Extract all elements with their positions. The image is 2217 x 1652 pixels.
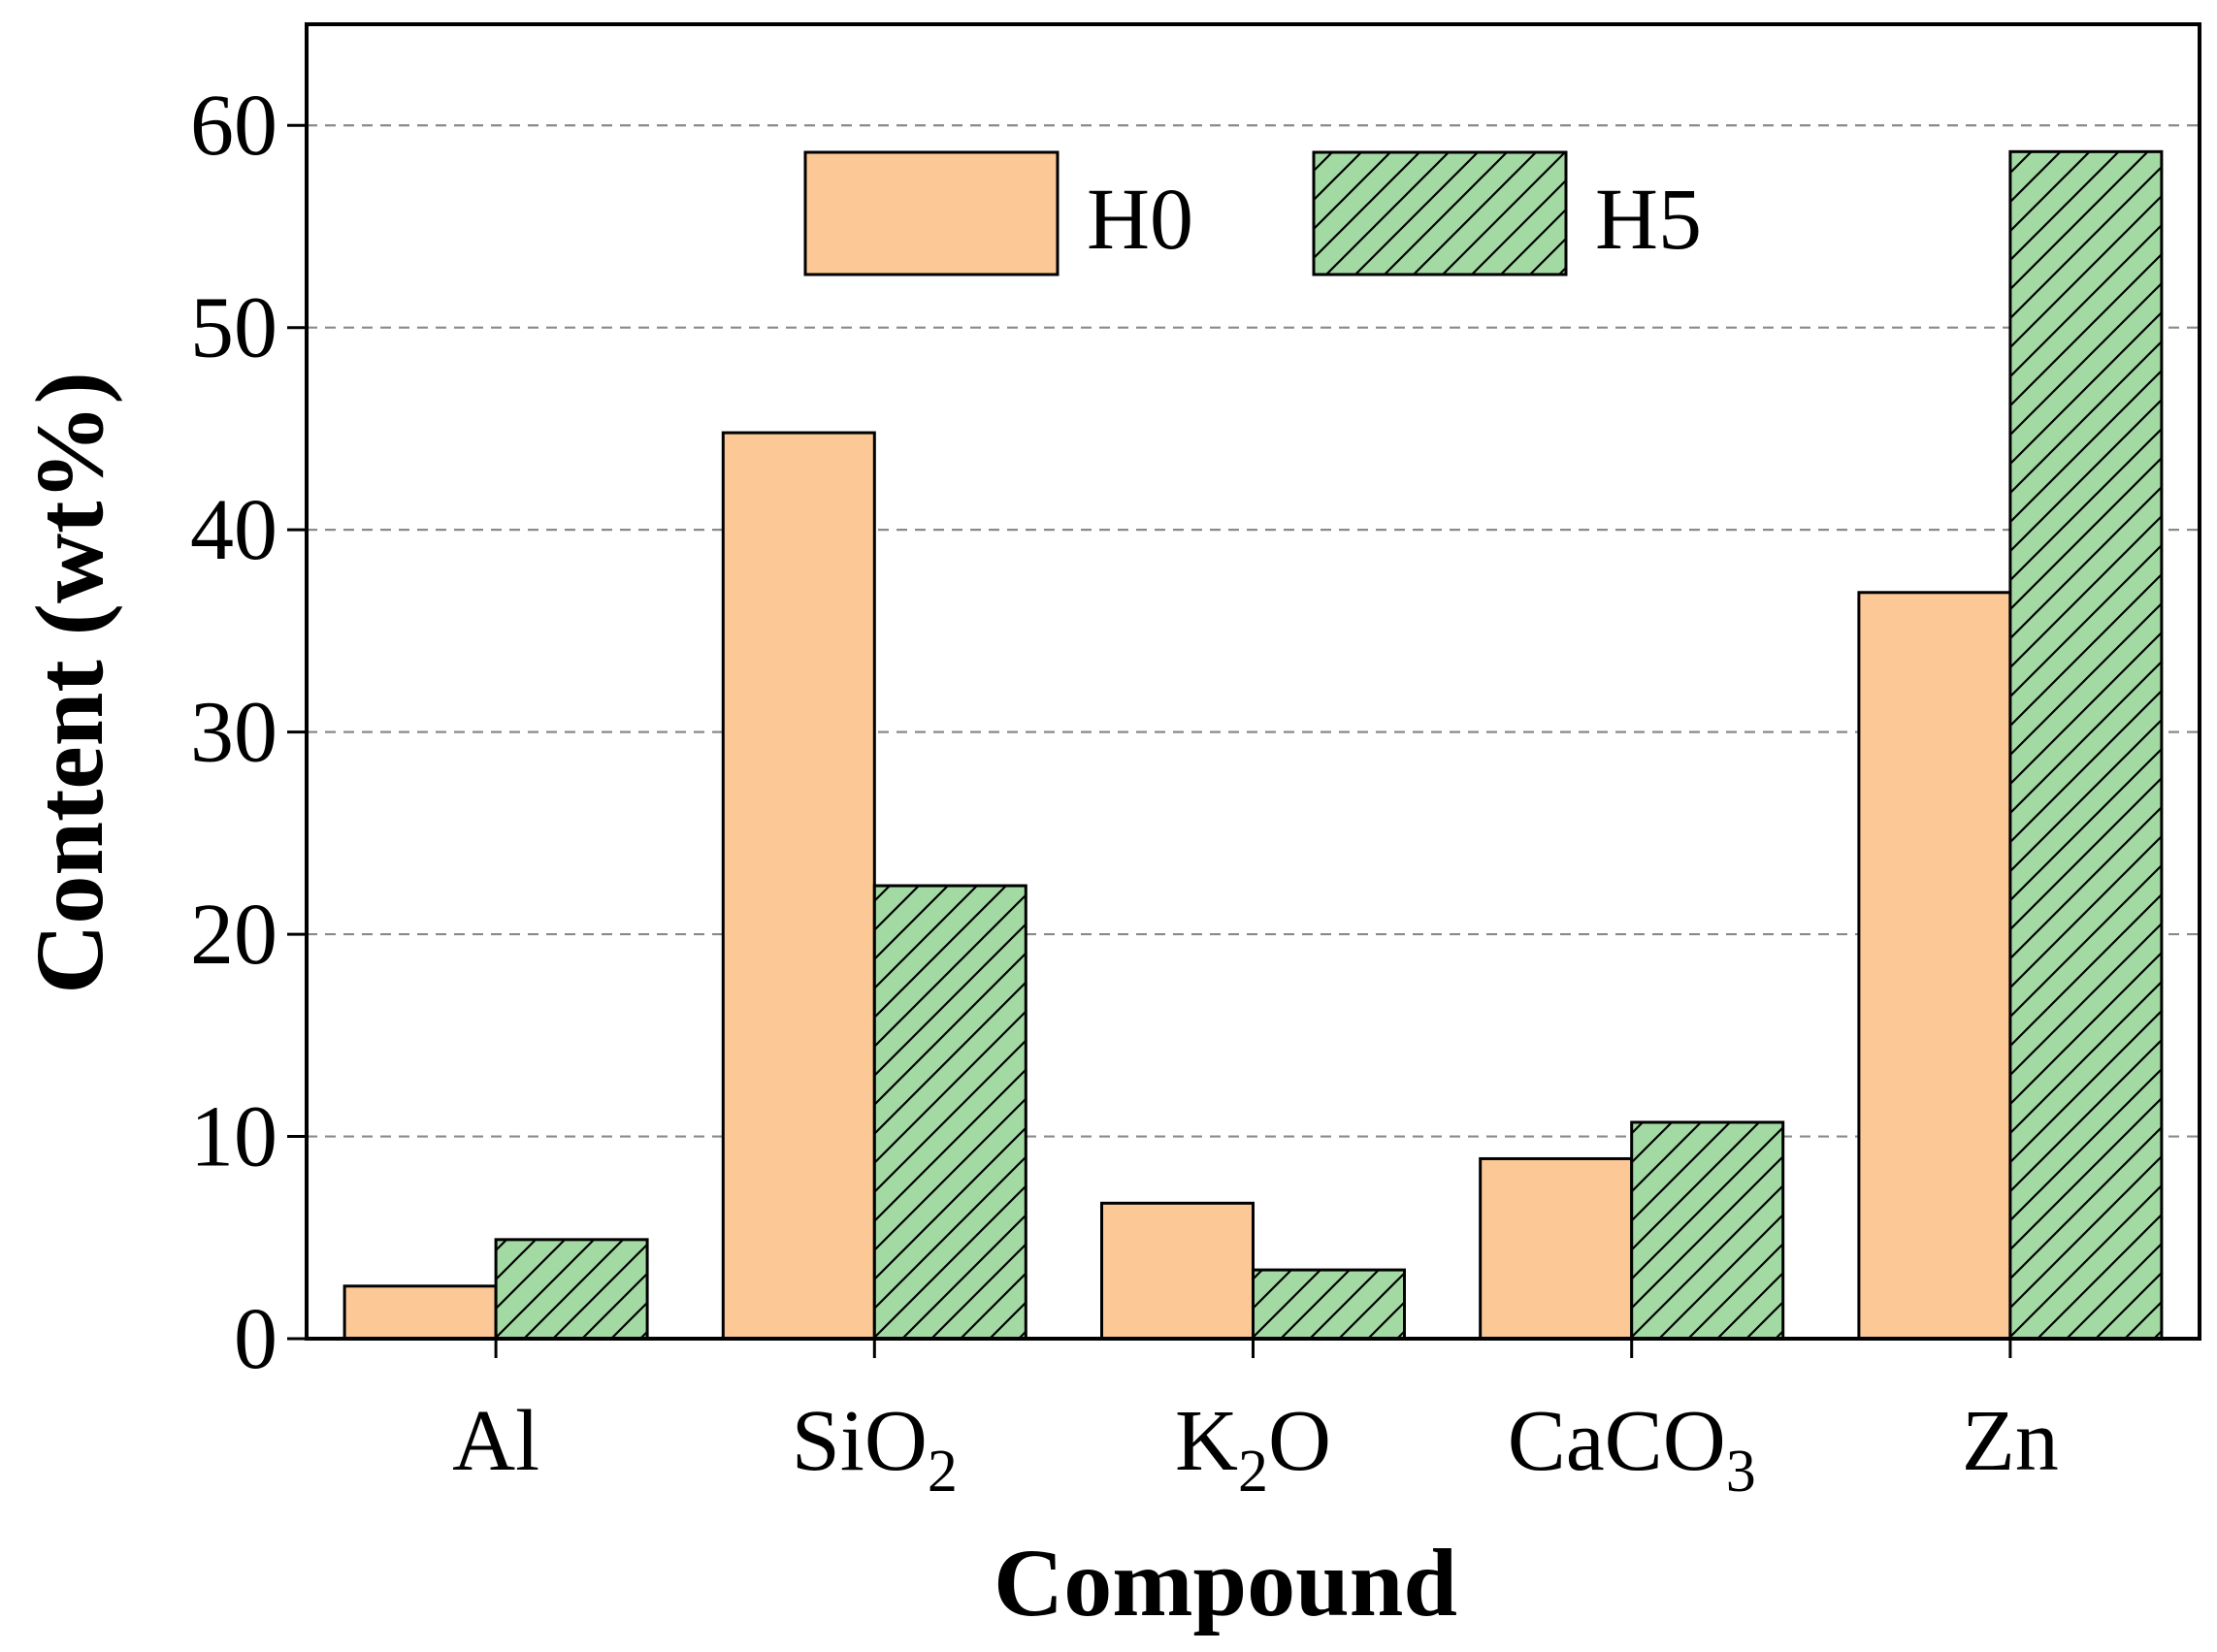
y-tick-label: 10	[190, 1089, 277, 1185]
x-axis-title: Compound	[994, 1529, 1457, 1636]
bar-h0	[342, 1284, 498, 1341]
y-tick-label: 50	[190, 280, 277, 376]
bar-h5	[872, 884, 1027, 1341]
axes	[287, 22, 2201, 1358]
bars	[342, 149, 2164, 1341]
bar-h5	[494, 1238, 649, 1341]
legend: H0 H5	[803, 150, 1702, 276]
legend-swatch-h5	[1312, 150, 1568, 276]
bar-h5	[1252, 1268, 1406, 1341]
legend-label-h0: H0	[1087, 172, 1193, 268]
y-tick-label: 0	[234, 1291, 277, 1387]
x-tick-label: K2O	[1175, 1393, 1331, 1505]
y-tick-label: 60	[190, 78, 277, 174]
legend-label-h5: H5	[1595, 172, 1702, 268]
y-axis-title: Content (wt%)	[16, 372, 123, 994]
y-tick-label: 30	[190, 685, 277, 781]
bar-h5	[2008, 149, 2164, 1341]
tick-labels: Al SiO2 K2O CaCO3 Zn 0 10 20 30 40 50 60	[190, 78, 2059, 1505]
x-tick-label: SiO2	[792, 1393, 958, 1505]
bar-h5	[1630, 1120, 1785, 1341]
x-tick-label: CaCO3	[1508, 1393, 1756, 1505]
x-tick-label: Al	[452, 1393, 539, 1489]
plot-frame	[305, 22, 2201, 1341]
bar-h0	[721, 431, 876, 1341]
y-tick-label: 40	[190, 482, 277, 578]
y-tick-label: 20	[190, 887, 277, 983]
bar-h0	[1479, 1156, 1634, 1341]
bar-h0	[1100, 1201, 1255, 1341]
bar-h0	[1857, 591, 2012, 1341]
x-tick-label: Zn	[1962, 1393, 2059, 1489]
legend-swatch-h0	[803, 150, 1060, 276]
